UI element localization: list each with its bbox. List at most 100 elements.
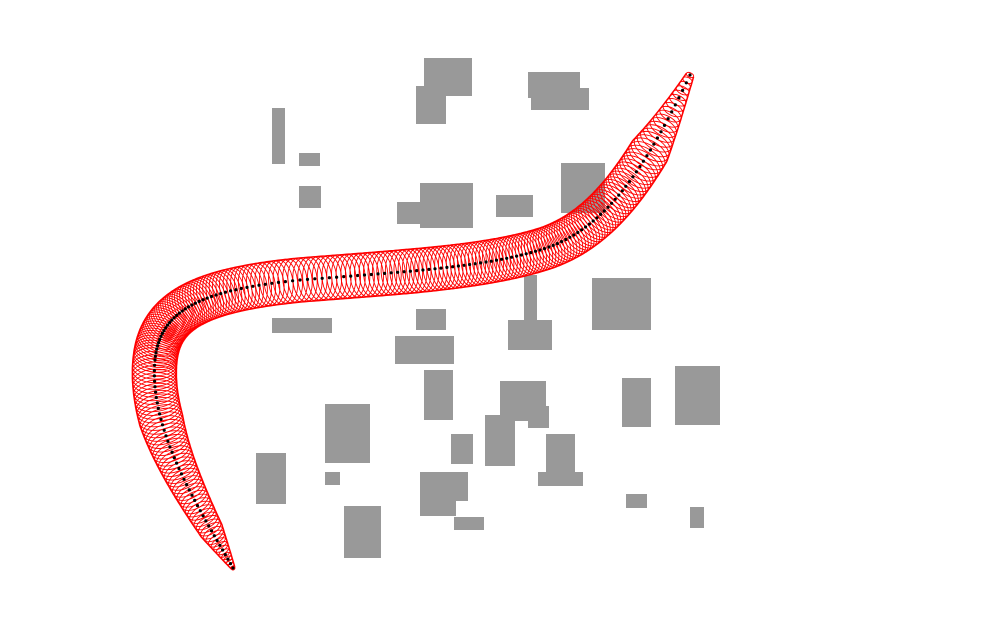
centerline-point <box>620 189 624 193</box>
centerline-point <box>445 265 449 269</box>
centerline-point <box>204 519 208 523</box>
centerline-point <box>576 230 580 235</box>
centerline-point <box>239 286 243 291</box>
centerline-point <box>226 557 230 561</box>
centerline-point <box>595 216 599 220</box>
obstacle-13 <box>524 275 537 320</box>
centerline-point <box>533 249 538 253</box>
centerline-point <box>462 263 466 267</box>
centerline-point <box>684 81 688 85</box>
centerline-point <box>320 276 324 280</box>
obstacle-27 <box>546 434 575 474</box>
centerline-point <box>257 283 261 287</box>
obstacle-16 <box>416 309 446 330</box>
centerline-point <box>624 184 628 188</box>
centerline-point <box>515 254 519 258</box>
centerline-point <box>666 117 670 121</box>
obstacle-5 <box>272 108 285 164</box>
centerline-point <box>270 281 274 285</box>
centerline-point <box>190 493 194 497</box>
centerline-point <box>183 307 187 311</box>
centerline-point <box>376 272 380 276</box>
centerline-point <box>179 472 184 476</box>
path-envelope-layer <box>131 71 695 571</box>
centerline-point <box>305 277 310 281</box>
centerline-point <box>168 321 172 325</box>
centerline-point <box>159 334 163 338</box>
centerline-point <box>187 488 191 492</box>
centerline-point <box>154 351 158 355</box>
centerline-point <box>402 270 406 274</box>
centerline-point <box>356 273 360 278</box>
centerline-point <box>519 253 524 257</box>
centerline-point <box>166 439 170 443</box>
envelope-outline-left <box>175 76 695 568</box>
centerline-point <box>439 266 443 270</box>
centerline-point <box>641 159 646 163</box>
centerline-point <box>157 341 161 345</box>
centerline-point <box>673 103 677 107</box>
centerline-point <box>613 197 617 201</box>
centerline-point <box>172 316 176 320</box>
centerline-point <box>158 337 162 342</box>
centerline-point <box>529 251 533 255</box>
centerline-point <box>164 326 168 330</box>
centerline-point <box>677 96 681 100</box>
obstacle-25 <box>325 472 340 485</box>
centerline-point <box>153 379 157 383</box>
centerline-point <box>638 165 642 169</box>
centerline-point <box>451 265 455 269</box>
obstacle-33 <box>626 494 647 508</box>
obstacle-6 <box>299 153 320 166</box>
centerline-point <box>349 274 353 278</box>
centerline-point <box>427 267 431 271</box>
centerline-point <box>505 256 509 260</box>
centerline-point <box>193 301 197 305</box>
centerline-point <box>209 294 214 299</box>
centerline-point <box>193 498 197 502</box>
centerline-point <box>175 313 179 317</box>
centerline-point <box>162 329 166 333</box>
centerline-point <box>606 205 610 209</box>
obstacle-12 <box>592 278 651 330</box>
centerline-point <box>645 154 649 158</box>
centerline-point <box>263 282 267 286</box>
centerline-point <box>221 548 225 552</box>
obstacle-34 <box>690 507 704 528</box>
obstacle-7 <box>299 186 321 208</box>
obstacle-35 <box>344 506 381 558</box>
obstacle-18 <box>424 370 453 420</box>
centerline-point <box>538 248 542 252</box>
centerline-point <box>155 347 159 351</box>
centerline-point <box>587 222 592 226</box>
centerline-point <box>568 235 572 239</box>
centerline-point <box>456 264 460 268</box>
centerline-point <box>154 395 158 400</box>
obstacle-2 <box>416 86 446 124</box>
centerline-point <box>156 344 160 348</box>
centerline-point <box>599 212 603 216</box>
centerline-point <box>154 390 158 394</box>
obstacle-4 <box>531 88 589 110</box>
centerline-point <box>648 148 653 152</box>
centerline-point <box>177 466 181 471</box>
centerline-point <box>631 175 635 179</box>
centerline-point <box>335 275 339 279</box>
centerline-point <box>572 233 576 237</box>
centerline-point <box>662 123 667 127</box>
obstacle-31 <box>256 453 286 504</box>
obstacle-32 <box>454 517 484 530</box>
centerline-point <box>510 255 514 259</box>
obstacle-layer <box>256 58 720 558</box>
centerline-point <box>542 247 547 251</box>
centerline-point <box>489 259 493 263</box>
centerline-point <box>152 374 156 378</box>
centerline-point <box>500 257 504 261</box>
centerline-point <box>228 562 233 566</box>
centerline-point <box>195 504 200 508</box>
centerline-point <box>245 285 249 289</box>
centerline-point <box>291 279 295 283</box>
centerline-point <box>166 323 170 327</box>
centerline-point <box>670 110 674 114</box>
